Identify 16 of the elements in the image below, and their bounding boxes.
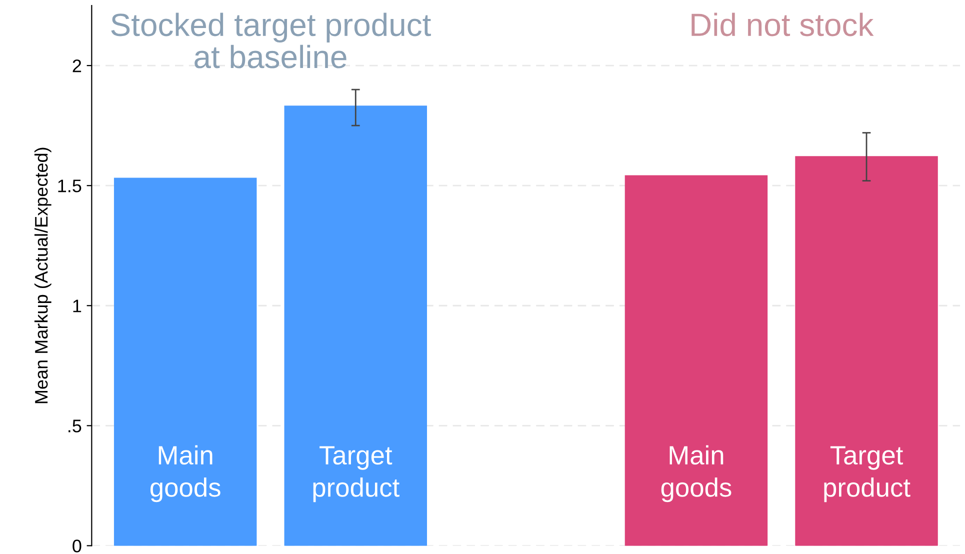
bar <box>624 175 768 546</box>
x-tick-label: Target product <box>824 446 910 502</box>
x-tick-label: Main goods <box>150 445 220 502</box>
bar <box>114 178 257 546</box>
y-tick-label: 0 <box>72 540 82 552</box>
x-tick-label: Target product <box>313 446 400 502</box>
y-tick-label: 2 <box>72 59 82 72</box>
bar <box>795 156 938 546</box>
bar <box>284 106 427 546</box>
annotation: Did not stock <box>692 12 874 36</box>
y-tick-label: .5 <box>68 420 82 432</box>
x-tick-label: Main goods <box>661 445 732 502</box>
y-tick-label: 1.5 <box>58 180 82 192</box>
annotation: Stocked target product at baseline <box>111 12 431 68</box>
y-tick-label: 1 <box>73 300 82 312</box>
y-axis-title: Mean Markup (Actual/Expected) <box>34 148 52 404</box>
